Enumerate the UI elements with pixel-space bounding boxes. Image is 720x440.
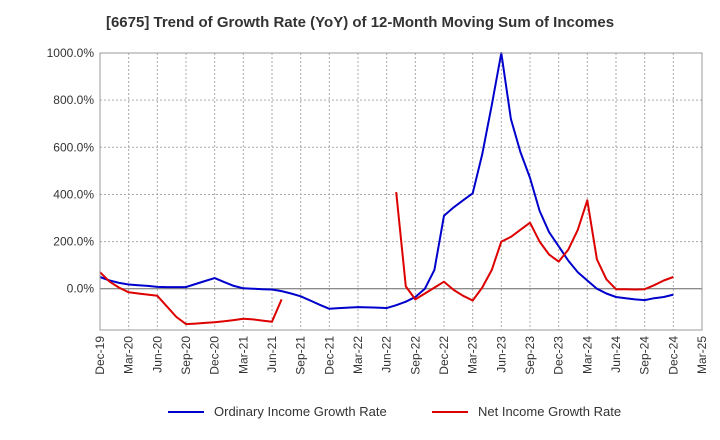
x-tick-label: Dec-23 xyxy=(552,336,566,375)
x-tick-label: Mar-23 xyxy=(466,336,480,374)
x-tick-label: Dec-21 xyxy=(322,336,336,375)
x-tick-label: Sep-23 xyxy=(523,336,537,375)
y-tick-labels: 0.0% 200.0% 400.0% 600.0% 800.0% 1000.0% xyxy=(47,46,95,296)
x-tick-label: Jun-21 xyxy=(265,336,279,373)
legend-swatch xyxy=(432,410,468,413)
y-tick-label: 800.0% xyxy=(53,93,94,107)
y-tick-label: 600.0% xyxy=(53,140,94,154)
x-tick-label: Sep-20 xyxy=(179,336,193,375)
x-tick-label: Sep-22 xyxy=(408,336,422,375)
series-line-2 xyxy=(99,191,674,326)
x-tick-label: Mar-24 xyxy=(580,336,594,374)
x-tick-label: Sep-21 xyxy=(294,336,308,375)
x-tick-label: Mar-21 xyxy=(236,336,250,374)
legend-label: Net Income Growth Rate xyxy=(478,404,622,419)
y-tick-label: 0.0% xyxy=(67,282,95,296)
x-tick-label: Jun-23 xyxy=(494,336,508,373)
grid-lines xyxy=(99,52,703,330)
x-tick-label: Mar-25 xyxy=(695,336,709,374)
chart-title: [6675] Trend of Growth Rate (YoY) of 12-… xyxy=(105,14,615,31)
x-tick-label: Dec-22 xyxy=(437,336,451,375)
x-tick-label: Jun-20 xyxy=(150,336,164,373)
legend: Ordinary Income Growth Rate Net Income Gr… xyxy=(0,404,720,426)
x-tick-label: Mar-20 xyxy=(122,336,136,374)
y-tick-label: 1000.0% xyxy=(47,46,95,60)
x-tick-label: Mar-22 xyxy=(351,336,365,374)
plot-frame xyxy=(99,52,703,331)
legend-swatch xyxy=(168,410,204,413)
y-tick-label: 200.0% xyxy=(53,235,94,249)
x-tick-label: Dec-24 xyxy=(666,336,680,375)
x-tick-label: Sep-24 xyxy=(638,336,652,375)
x-tick-label: Dec-20 xyxy=(208,336,222,375)
series-lines xyxy=(99,52,674,326)
y-tick-label: 400.0% xyxy=(53,187,94,201)
x-tick-labels: Dec-19 Mar-20 Jun-20 Sep-20 Dec-20 Mar-21 Jun-… xyxy=(93,336,709,375)
legend-item-1: Ordinary Income Growth Rate xyxy=(168,404,387,419)
x-tick-label: Dec-19 xyxy=(93,336,107,375)
x-tick-label: Jun-24 xyxy=(609,336,623,373)
x-tick-label: Jun-22 xyxy=(380,336,394,373)
legend-label: Ordinary Income Growth Rate xyxy=(214,404,387,419)
series-line-1 xyxy=(99,52,674,310)
legend-item-2: Net Income Growth Rate xyxy=(432,404,621,419)
